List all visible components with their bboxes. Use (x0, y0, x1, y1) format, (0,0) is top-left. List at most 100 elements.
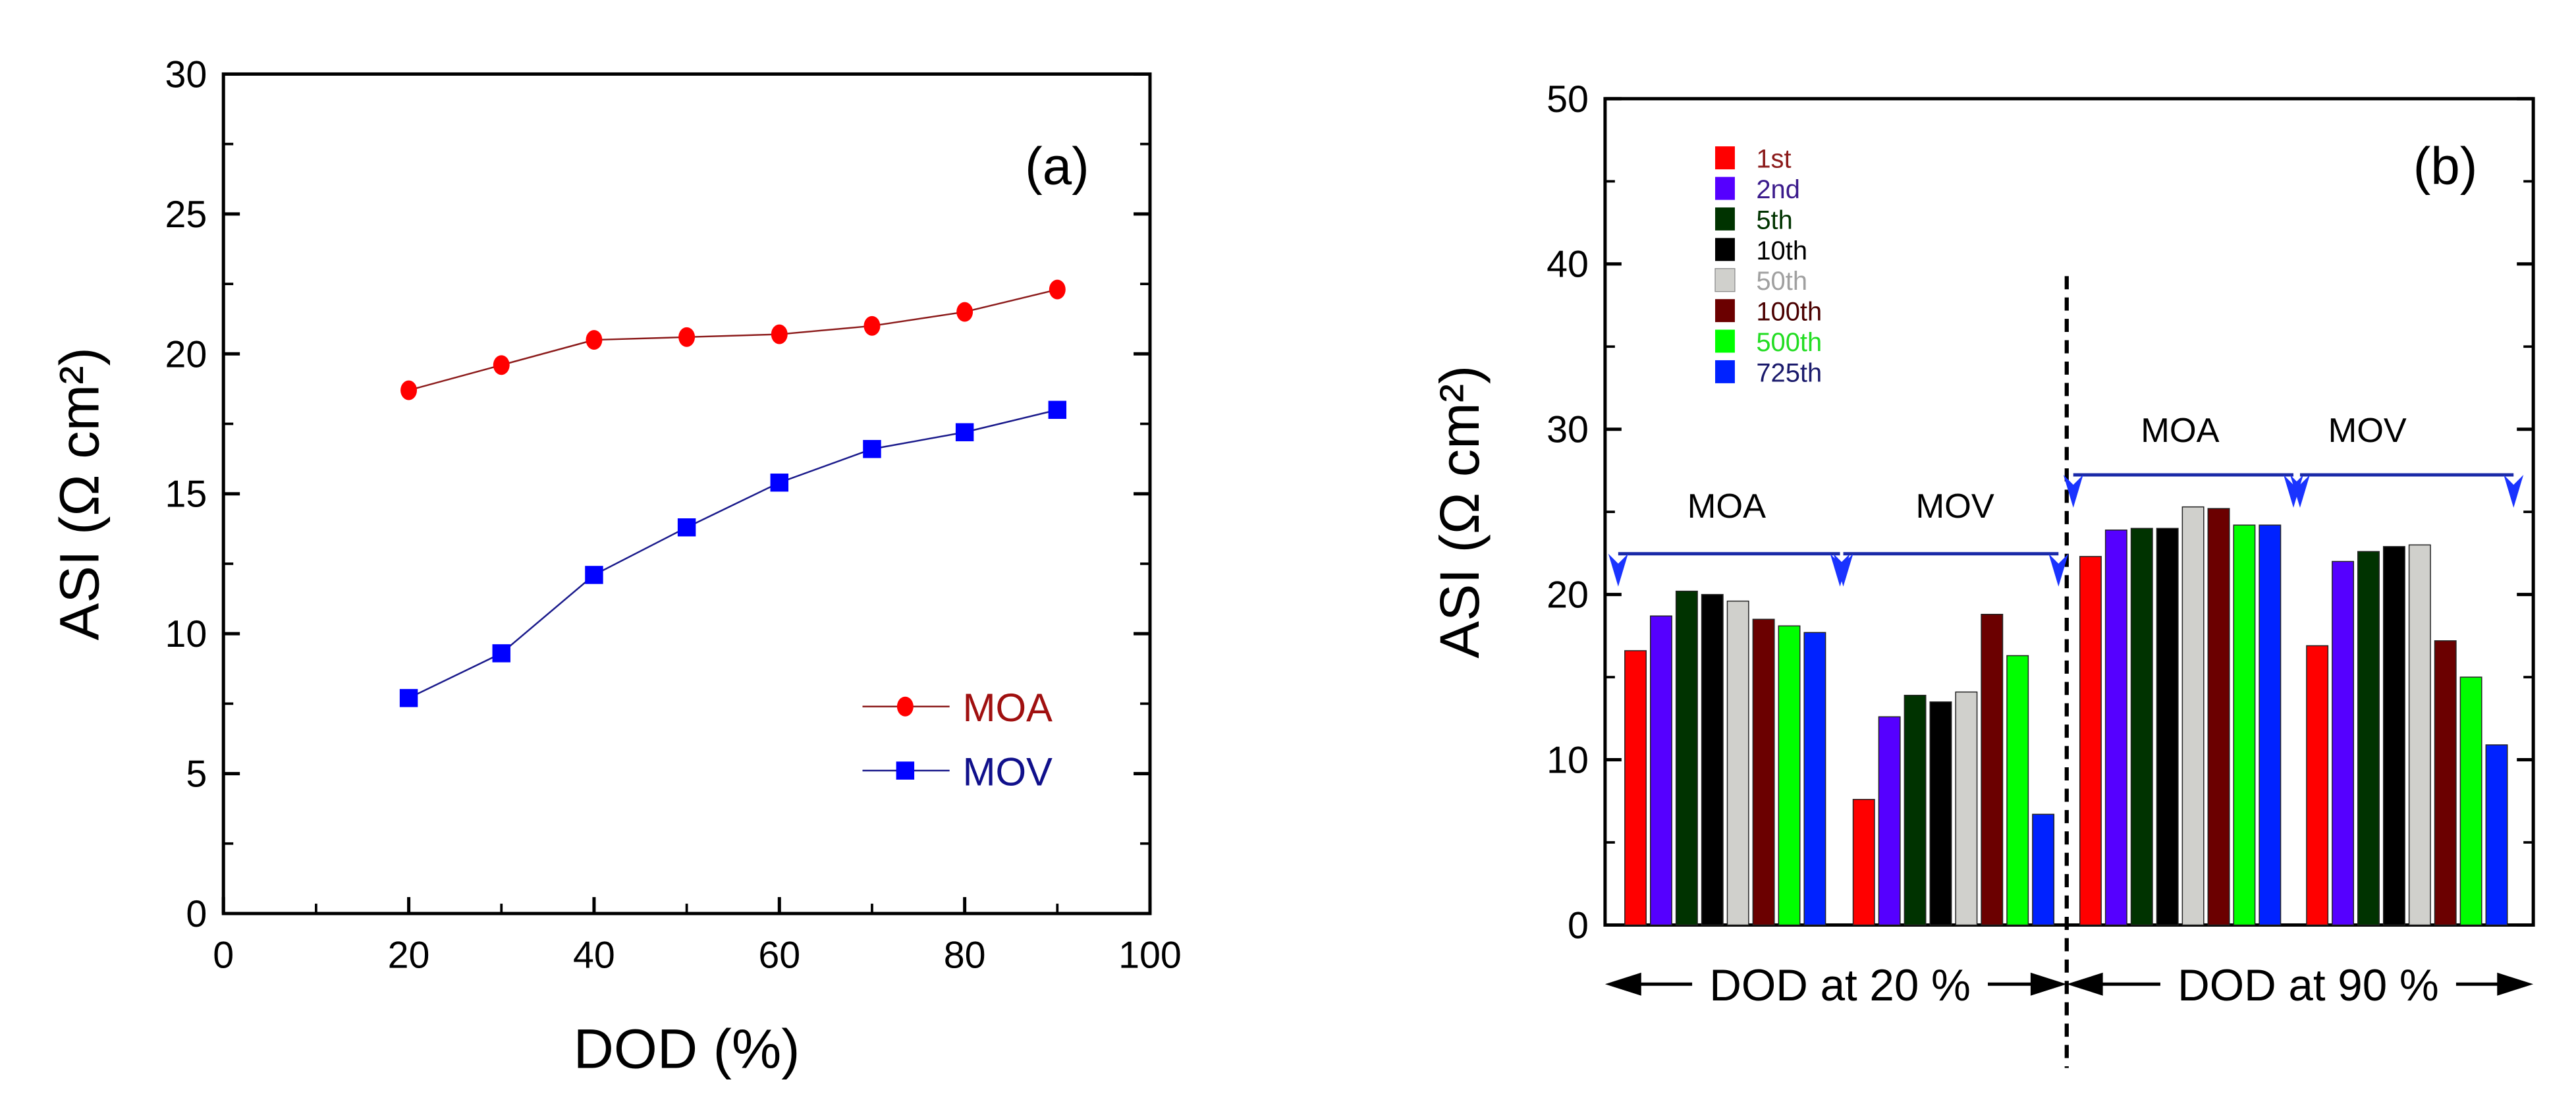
legend-label-10th: 10th (1756, 236, 1807, 265)
y-tick-label: 0 (186, 893, 207, 935)
y-tick-label: 20 (165, 333, 207, 375)
y-tick-label: 40 (1547, 244, 1589, 286)
panel-label: (a) (1025, 137, 1089, 196)
data-point-moa (863, 315, 881, 336)
legend-swatch-500th (1715, 329, 1735, 353)
x-tick-label: 100 (1118, 934, 1182, 976)
data-point-moa (956, 302, 973, 322)
group-label: MOA (2141, 412, 2219, 450)
data-point-moa (678, 327, 696, 347)
bar-mov-10th (2382, 546, 2405, 926)
bar-moa-100th (2207, 508, 2230, 926)
group-bracket-arrow-icon (2048, 553, 2069, 587)
y-tick-label: 25 (165, 194, 207, 236)
data-point-moa (1049, 279, 1066, 300)
group-label: MOV (2328, 412, 2407, 450)
legend-label-1st: 1st (1756, 145, 1791, 174)
data-point-mov (955, 423, 974, 441)
bar-moa-2nd (2104, 530, 2127, 926)
arrow-right-icon (2497, 972, 2534, 996)
panel-a: 0 5 10 15 20 25 30 0 20 40 60 80 100 DOD (%) ASI (Ω cm… (48, 53, 1182, 1079)
bar-moa-2nd (1649, 615, 1672, 926)
bar-mov-10th (1929, 701, 1952, 926)
legend-marker-circle (896, 696, 914, 717)
x-axis-label: DOD (%) (574, 1017, 800, 1079)
group-bracket-arrow-icon (2504, 475, 2524, 508)
bar-moa-725th (1803, 632, 1826, 926)
data-point-moa (493, 355, 510, 375)
data-point-moa (400, 380, 418, 400)
y-tick-label: 30 (165, 53, 207, 96)
y-tick-label: 10 (1547, 740, 1589, 782)
y-tick-label: 5 (186, 753, 207, 796)
bar-moa-10th (2156, 528, 2179, 926)
legend-swatch-1st (1715, 146, 1735, 170)
legend-label-5th: 5th (1756, 205, 1792, 234)
group-bracket-arrow-icon (2063, 475, 2083, 508)
legend-swatch-10th (1715, 238, 1735, 261)
bar-moa-500th (1778, 625, 1801, 926)
panel-label: (b) (2413, 137, 2478, 196)
bar-mov-725th (2032, 813, 2055, 926)
bar-moa-50th (1726, 600, 1749, 926)
data-point-mov (1048, 400, 1067, 419)
bar-moa-5th (2130, 528, 2153, 926)
bar-mov-50th (2408, 544, 2431, 926)
arrow-right-icon (2030, 972, 2067, 996)
y-tick-label: 10 (165, 613, 207, 655)
bar-moa-50th (2181, 506, 2205, 926)
legend-marker-square (896, 761, 915, 780)
legend-label-2nd: 2nd (1756, 175, 1800, 204)
bar-mov-5th (1904, 694, 1927, 926)
legend-label-mov: MOV (963, 750, 1053, 794)
bar-mov-725th (2485, 744, 2508, 926)
bar-moa-100th (1752, 618, 1775, 926)
group-label: MOV (1916, 487, 1994, 526)
group-bracket-arrow-icon (2284, 475, 2303, 508)
bar-mov-1st (2306, 645, 2329, 926)
legend-label-50th: 50th (1756, 267, 1807, 296)
x-tick-label: 80 (944, 934, 986, 976)
series-line-mov (408, 409, 1058, 699)
legend-label-100th: 100th (1756, 298, 1822, 327)
dod-label: DOD at 20 % (1709, 961, 1971, 1010)
bar-mov-50th (1955, 691, 1978, 926)
bar-mov-2nd (2332, 560, 2355, 926)
bar-mov-500th (2006, 655, 2029, 926)
bar-mov-5th (2357, 551, 2380, 926)
series-line-moa (408, 288, 1058, 391)
data-point-mov (770, 474, 788, 492)
arrow-left-icon (1604, 972, 1641, 996)
data-point-mov (585, 566, 603, 584)
y-tick-label: 50 (1547, 78, 1589, 121)
legend-swatch-2nd (1715, 177, 1735, 200)
y-tick-label: 30 (1547, 409, 1589, 451)
legend-swatch-5th (1715, 207, 1735, 231)
bar-moa-10th (1701, 593, 1724, 926)
bar-mov-1st (1852, 799, 1875, 926)
bar-moa-1st (2079, 556, 2102, 926)
y-axis-label: ASI (Ω cm²) (48, 347, 111, 640)
data-point-mov (399, 689, 418, 707)
x-tick-label: 0 (213, 934, 234, 976)
y-tick-label: 15 (165, 474, 207, 516)
legend-label-moa: MOA (963, 686, 1053, 730)
group-bracket-arrow-icon (1833, 553, 1853, 587)
bar-mov-100th (1981, 613, 2004, 926)
legend-swatch-725th (1715, 360, 1735, 383)
x-tick-label: 60 (758, 934, 800, 976)
legend-swatch-100th (1715, 299, 1735, 323)
bar-moa-725th (2259, 524, 2282, 926)
bar-moa-500th (2233, 524, 2256, 926)
data-point-moa (771, 324, 788, 344)
y-tick-label: 20 (1547, 574, 1589, 616)
bar-mov-500th (2459, 676, 2482, 926)
y-tick-label: 0 (1568, 904, 1589, 946)
dod-label: DOD at 90 % (2178, 961, 2439, 1010)
bar-moa-5th (1675, 590, 1698, 926)
data-point-mov (492, 644, 510, 663)
legend-label-725th: 725th (1756, 358, 1822, 387)
bar-moa-1st (1624, 650, 1647, 926)
